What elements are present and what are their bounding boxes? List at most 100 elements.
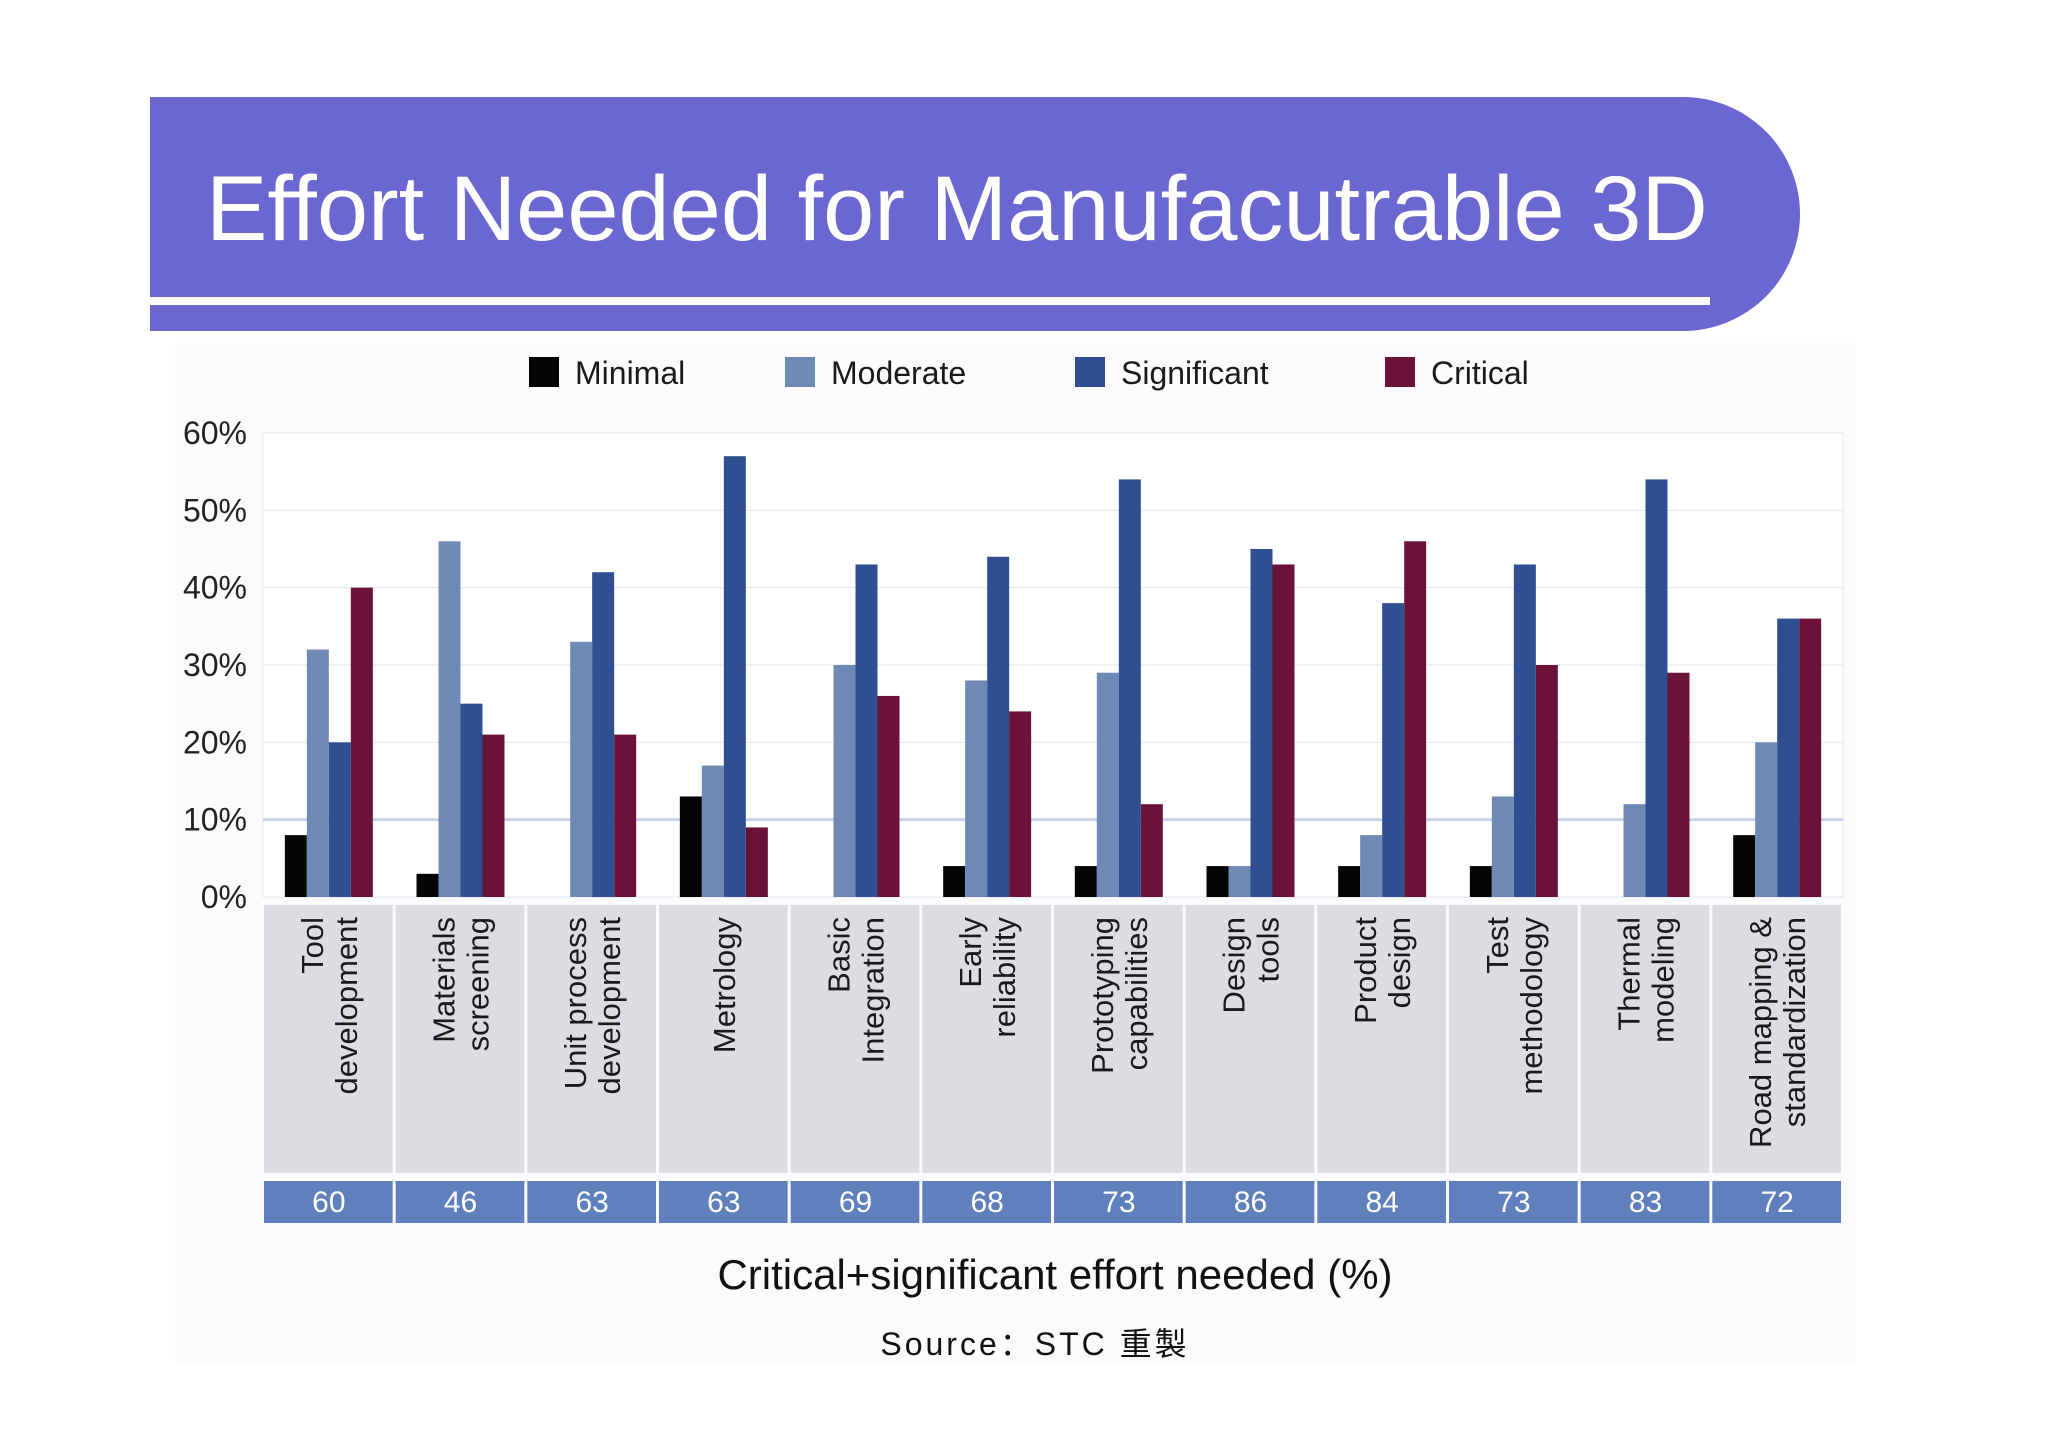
category-panel	[1580, 905, 1710, 1173]
category-panel	[1712, 905, 1841, 1173]
bar-significant	[987, 556, 1010, 897]
bar-critical	[482, 734, 505, 897]
category-panel	[1449, 905, 1578, 1173]
chart-panel: 0% 10% 20% 30% 40% 50% 60% Tool development Mater…	[175, 343, 1855, 1363]
bar-moderate	[1228, 866, 1251, 897]
bar-minimal	[1206, 866, 1229, 897]
y-tick-label: 40%	[183, 570, 247, 606]
summary-value: 73	[1102, 1186, 1135, 1219]
bar-minimal	[1074, 866, 1097, 897]
x-axis-caption: Critical+significant effort needed (%)	[717, 1251, 1392, 1298]
bar-minimal	[1338, 866, 1361, 897]
bar-critical	[614, 734, 637, 897]
summary-cell	[1185, 1181, 1315, 1223]
bar-moderate	[701, 765, 724, 897]
bar-moderate	[1623, 804, 1646, 897]
category-label: Tool	[295, 917, 330, 974]
category-label: Basic	[822, 917, 857, 993]
y-tick-label: 30%	[183, 647, 247, 683]
category-panel	[1185, 905, 1315, 1173]
category-label: Prototyping	[1085, 917, 1120, 1074]
summary-cell	[1580, 1181, 1710, 1223]
summary-value: 69	[839, 1186, 872, 1219]
bar-minimal	[1469, 866, 1492, 897]
legend-swatch-minimal	[529, 357, 559, 387]
bar-moderate	[1360, 835, 1383, 897]
bar-critical	[1535, 665, 1558, 897]
bar-critical	[745, 827, 768, 897]
bar-critical	[1272, 564, 1295, 897]
bar-minimal	[284, 835, 307, 897]
summary-cell	[527, 1181, 656, 1223]
category-label: Unit process	[558, 917, 593, 1089]
summary-cell	[1317, 1181, 1446, 1223]
slide-title: Effort Needed for Manufacutrable 3D	[206, 158, 1708, 260]
category-label: modeling	[1646, 917, 1681, 1043]
category-label: Materials	[427, 917, 462, 1043]
bar-significant	[855, 564, 878, 897]
category-label: Road mapping &	[1743, 917, 1778, 1148]
bar-chart: 0%10%20%30%40%50%60%Tool development Mater…	[183, 355, 1844, 1362]
summary-value: 46	[444, 1186, 477, 1219]
bar-minimal	[679, 796, 702, 897]
y-tick-label: 50%	[183, 492, 247, 528]
category-label: reliability	[987, 917, 1022, 1038]
source-note: Source：STC 重製	[880, 1326, 1189, 1362]
category-label: methodology	[1514, 917, 1549, 1095]
category-label: Integration	[856, 917, 891, 1064]
bar-significant	[1382, 603, 1405, 897]
summary-cell	[264, 1181, 393, 1223]
category-label: development	[592, 917, 627, 1095]
title-underline	[150, 297, 1710, 305]
legend-label-significant: Significant	[1121, 355, 1269, 391]
category-label: Product	[1348, 917, 1383, 1024]
y-tick-label: 20%	[183, 724, 247, 760]
bar-moderate	[965, 680, 988, 897]
bar-minimal	[416, 873, 439, 897]
bar-significant	[1513, 564, 1536, 897]
bar-moderate	[833, 665, 856, 897]
category-label: screening	[461, 917, 496, 1051]
summary-value: 72	[1760, 1186, 1793, 1219]
legend-swatch-critical	[1385, 357, 1415, 387]
category-panel	[1317, 905, 1446, 1173]
summary-cell	[1054, 1181, 1183, 1223]
summary-cell	[659, 1181, 788, 1223]
bar-critical	[877, 695, 900, 897]
bar-moderate	[306, 649, 329, 897]
bar-moderate	[570, 641, 593, 897]
bar-significant	[723, 456, 746, 897]
summary-value: 63	[707, 1186, 740, 1219]
legend-swatch-moderate	[785, 357, 815, 387]
bar-minimal	[1733, 835, 1756, 897]
summary-value: 86	[1234, 1186, 1267, 1219]
category-label: development	[329, 917, 364, 1095]
bar-moderate	[1096, 672, 1119, 897]
category-panel	[922, 905, 1051, 1173]
category-panel	[790, 905, 920, 1173]
category-label: Design	[1217, 917, 1252, 1014]
title-banner: Effort Needed for Manufacutrable 3D	[150, 97, 1800, 331]
bar-significant	[1118, 479, 1141, 897]
summary-value: 63	[575, 1186, 608, 1219]
bar-critical	[1404, 541, 1427, 897]
bar-significant	[460, 703, 483, 897]
category-label: capabilities	[1119, 917, 1154, 1070]
bar-critical	[1667, 672, 1690, 897]
bar-minimal	[943, 866, 966, 897]
bar-significant	[328, 742, 351, 897]
summary-value: 68	[970, 1186, 1003, 1219]
category-label: tools	[1251, 917, 1286, 982]
y-tick-label: 0%	[201, 879, 247, 915]
category-panel	[264, 905, 393, 1173]
summary-cell	[790, 1181, 920, 1223]
category-label: standardization	[1777, 917, 1812, 1127]
bar-significant	[1777, 618, 1800, 897]
summary-value: 60	[312, 1186, 345, 1219]
bar-critical	[350, 587, 373, 897]
summary-cell	[1449, 1181, 1578, 1223]
bar-moderate	[1755, 742, 1778, 897]
bar-significant	[1250, 549, 1273, 897]
category-label: Test	[1480, 917, 1515, 974]
bar-critical	[1140, 804, 1163, 897]
